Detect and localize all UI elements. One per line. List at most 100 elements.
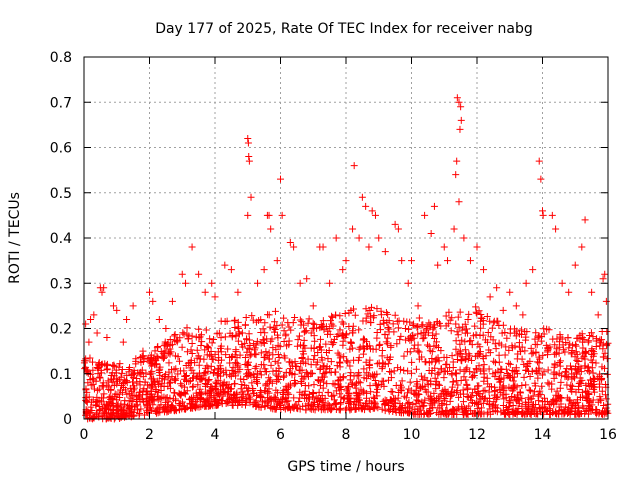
band-point <box>315 377 323 385</box>
band-point <box>205 344 213 352</box>
band-point <box>369 371 377 379</box>
band-point <box>428 355 436 363</box>
band-point <box>284 397 292 405</box>
x-tick-label: 12 <box>468 427 486 443</box>
band-point <box>276 400 284 408</box>
x-tick-label: 0 <box>80 427 89 443</box>
band-point <box>309 405 317 413</box>
band-point <box>437 390 445 398</box>
band-point <box>431 364 439 372</box>
band-point <box>405 409 413 417</box>
band-point <box>566 340 574 348</box>
band-point <box>246 399 254 407</box>
band-point <box>232 348 240 356</box>
data-point <box>93 329 101 337</box>
band-point <box>252 397 260 405</box>
band-point <box>477 367 485 375</box>
band-point <box>497 375 505 383</box>
band-point <box>264 401 272 409</box>
band-point <box>509 377 517 385</box>
band-point <box>265 349 273 357</box>
band-point <box>330 396 338 404</box>
band-point <box>105 385 113 393</box>
band-point <box>495 358 503 366</box>
band-point <box>491 359 499 367</box>
band-point <box>155 367 163 375</box>
band-point <box>557 357 565 365</box>
axis-ticks <box>83 56 609 420</box>
band-point <box>574 358 582 366</box>
y-tick-label: 0.3 <box>50 276 72 292</box>
band-point <box>544 347 552 355</box>
band-point <box>452 377 460 385</box>
band-point <box>138 366 146 374</box>
band-point <box>333 362 341 370</box>
band-point <box>428 348 436 356</box>
band-point <box>172 375 180 383</box>
band-point <box>211 382 219 390</box>
band-point <box>231 323 239 331</box>
band-point <box>271 394 279 402</box>
band-point <box>481 386 489 394</box>
band-point <box>503 334 511 342</box>
data-point <box>578 243 586 251</box>
band-point <box>499 321 507 329</box>
band-point <box>343 387 351 395</box>
band-point <box>275 353 283 361</box>
band-point <box>378 405 386 413</box>
band-point <box>315 403 323 411</box>
band-point <box>241 321 249 329</box>
band-point <box>595 380 603 388</box>
band-point <box>469 373 477 381</box>
band-point <box>95 403 103 411</box>
band-point <box>531 335 539 343</box>
band-point <box>290 380 298 388</box>
band-point <box>417 329 425 337</box>
band-point <box>532 368 540 376</box>
y-tick-label: 0.7 <box>50 95 72 111</box>
band-point <box>292 379 300 387</box>
band-point <box>521 398 529 406</box>
band-point <box>483 338 491 346</box>
band-point <box>576 378 584 386</box>
data-point <box>529 266 537 274</box>
band-point <box>539 371 547 379</box>
band-point <box>355 371 363 379</box>
band-point <box>406 336 414 344</box>
band-point <box>588 364 596 372</box>
band-point <box>137 405 145 413</box>
x-tick-label: 16 <box>599 427 617 443</box>
band-point <box>491 372 499 380</box>
data-point <box>129 302 137 310</box>
band-point <box>506 360 514 368</box>
band-point <box>527 344 535 352</box>
band-point <box>266 323 274 331</box>
band-point <box>320 362 328 370</box>
band-point <box>532 349 540 357</box>
data-point <box>456 125 464 133</box>
band-point <box>372 388 380 396</box>
band-point <box>347 369 355 377</box>
band-point <box>464 316 472 324</box>
band-point <box>460 373 468 381</box>
band-point <box>512 367 520 375</box>
band-point <box>339 337 347 345</box>
data-point <box>365 243 373 251</box>
band-point <box>535 405 543 413</box>
band-point <box>164 339 172 347</box>
band-point <box>470 371 478 379</box>
band-point <box>370 393 378 401</box>
y-tick-label: 0.2 <box>50 322 72 338</box>
band-point <box>275 376 283 384</box>
band-point <box>84 409 92 417</box>
band-point <box>197 341 205 349</box>
band-point <box>210 369 218 377</box>
band-point <box>231 367 239 375</box>
band-point <box>453 351 461 359</box>
band-point <box>184 335 192 343</box>
band-point <box>274 341 282 349</box>
band-point <box>300 328 308 336</box>
band-point <box>497 365 505 373</box>
band-point <box>256 387 264 395</box>
band-point <box>312 394 320 402</box>
